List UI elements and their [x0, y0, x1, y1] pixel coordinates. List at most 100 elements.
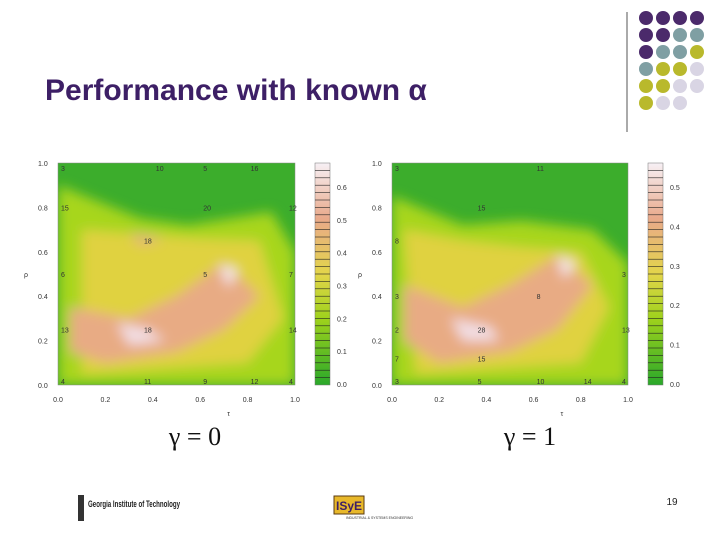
- contour-region: [403, 256, 593, 363]
- point-label: 6: [61, 272, 65, 279]
- x-tick-label: 0.8: [576, 397, 586, 404]
- point-label: 3: [61, 166, 65, 173]
- point-label: 5: [478, 379, 482, 386]
- dot: [690, 28, 704, 42]
- x-axis-label: τ: [561, 411, 564, 418]
- point-label: 15: [61, 205, 69, 212]
- contour-plot: 0.0 0.2 0.4 0.6 0.8 1.0 0.0 0.2 0.4 0.6 0.8 1.0 τ ρ 3 1…: [24, 161, 347, 451]
- point-label: 13: [622, 328, 630, 335]
- point-label: 10: [156, 166, 164, 173]
- point-label: 9: [203, 379, 207, 386]
- point-label: 2: [395, 328, 399, 335]
- point-label: 3: [395, 294, 399, 301]
- point-label: 10: [537, 379, 545, 386]
- colorbar-tick-label: 0.0: [337, 382, 347, 389]
- dot: [639, 79, 653, 93]
- x-tick-label: 0.4: [482, 397, 492, 404]
- contour-region: [557, 256, 577, 279]
- colorbar-tick-label: 0.5: [337, 218, 347, 225]
- dot: [690, 11, 704, 25]
- y-tick-label: 0.6: [372, 250, 382, 257]
- dot: [690, 79, 704, 93]
- dot: [639, 11, 653, 25]
- plot-frame: [57, 162, 296, 386]
- y-axis-label: ρ: [24, 272, 28, 279]
- colorbar-tick-label: 0.4: [337, 251, 347, 258]
- point-label: 14: [584, 379, 592, 386]
- y-tick-label: 0.0: [38, 383, 48, 390]
- title: Performance with known α: [45, 74, 427, 107]
- dot: [673, 45, 687, 59]
- point-label: 7: [395, 356, 399, 363]
- dot: [673, 96, 687, 110]
- point-label: 4: [61, 379, 65, 386]
- y-tick-label: 0.4: [38, 294, 48, 301]
- y-tick-label: 0.2: [38, 339, 48, 346]
- contour-fill: [58, 163, 295, 385]
- logo-isye: ISyE INDUSTRIAL & SYSTEMS ENGINEERING: [333, 495, 413, 520]
- y-tick-label: 1.0: [38, 161, 48, 168]
- contour-region: [451, 318, 499, 341]
- decor-dots: [639, 11, 704, 110]
- point-label: 11: [144, 379, 151, 386]
- dot: [673, 11, 687, 25]
- x-tick-label: 1.0: [290, 397, 300, 404]
- x-tick-label: 0.6: [529, 397, 539, 404]
- y-tick-label: 0.6: [38, 250, 48, 257]
- y-axis-label: ρ: [358, 272, 362, 279]
- point-label: 3: [395, 379, 399, 386]
- x-tick-label: 0.0: [53, 397, 63, 404]
- colorbar-tick-label: 0.2: [337, 316, 347, 323]
- x-tick-label: 0.2: [434, 397, 444, 404]
- point-label: 5: [203, 166, 207, 173]
- logo-subtext: INDUSTRIAL & SYSTEMS ENGINEERING: [346, 516, 413, 520]
- point-label: 13: [61, 328, 69, 335]
- dot: [673, 28, 687, 42]
- point-label: 16: [251, 166, 259, 173]
- dot: [690, 45, 704, 59]
- plot-frame: [391, 162, 629, 386]
- y-tick-label: 1.0: [372, 161, 382, 168]
- colorbar-tick-label: 0.6: [337, 185, 347, 192]
- contour-region: [69, 262, 260, 363]
- dot: [639, 96, 653, 110]
- x-tick-label: 0.4: [148, 397, 158, 404]
- plots: 0.0 0.2 0.4 0.6 0.8 1.0 0.0 0.2 0.4 0.6 0.8 1.0 τ ρ 3 1…: [24, 161, 680, 451]
- x-tick-label: 0.0: [387, 397, 397, 404]
- contour-region: [117, 322, 165, 346]
- logo-text: Georgia Institute of Technology: [88, 499, 180, 509]
- dot: [656, 96, 670, 110]
- page-number: 19: [666, 497, 678, 508]
- point-label: 28: [478, 328, 486, 335]
- point-label: 20: [203, 205, 211, 212]
- colorbar-tick-label: 0.5: [670, 185, 680, 192]
- dot: [656, 45, 670, 59]
- dot: [656, 62, 670, 76]
- colorbar-tick-label: 0.2: [670, 303, 680, 310]
- point-label: 18: [144, 328, 152, 335]
- dot: [673, 62, 687, 76]
- dot: [656, 28, 670, 42]
- y-tick-label: 0.0: [372, 383, 382, 390]
- logo-georgia-tech: Georgia Institute of Technology: [78, 495, 180, 521]
- x-tick-label: 0.8: [243, 397, 253, 404]
- dot: [656, 11, 670, 25]
- dot: [690, 62, 704, 76]
- x-axis-label: τ: [227, 411, 230, 418]
- y-tick-label: 0.8: [38, 205, 48, 212]
- colorbar-tick-label: 0.1: [670, 343, 680, 350]
- point-label: 3: [622, 272, 626, 279]
- point-label: 8: [537, 294, 541, 301]
- point-label: 12: [289, 205, 297, 212]
- colorbar-tick-label: 0.3: [670, 264, 680, 271]
- contour-fill: [392, 163, 628, 385]
- y-tick-label: 0.2: [372, 339, 382, 346]
- point-label: 8: [395, 239, 399, 246]
- contour-blobs: [392, 196, 628, 385]
- point-label: 5: [203, 272, 207, 279]
- x-tick-label: 1.0: [623, 397, 633, 404]
- point-label: 15: [478, 205, 486, 212]
- caption: γ = 1: [503, 422, 556, 451]
- y-tick-label: 0.4: [372, 294, 382, 301]
